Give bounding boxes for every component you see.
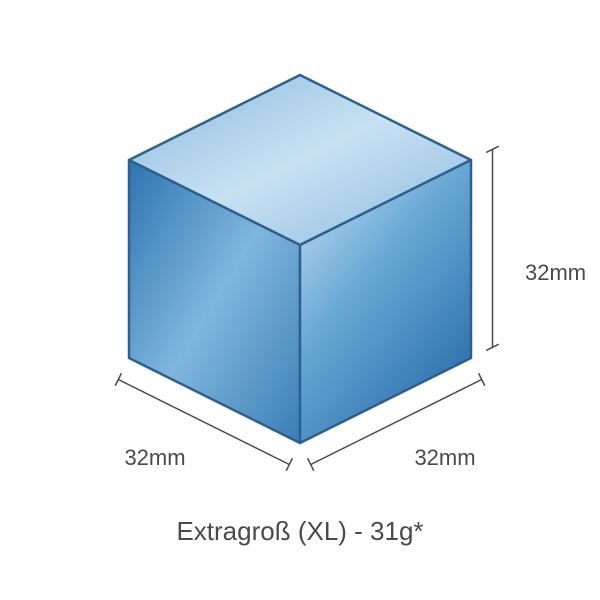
dimension-height: 32mm — [486, 146, 586, 350]
dimension-depth-label: 32mm — [414, 445, 475, 470]
caption: Extragroß (XL) - 31g* — [176, 516, 423, 546]
dimension-height-label: 32mm — [525, 260, 586, 285]
dimension-width-label: 32mm — [124, 445, 185, 470]
